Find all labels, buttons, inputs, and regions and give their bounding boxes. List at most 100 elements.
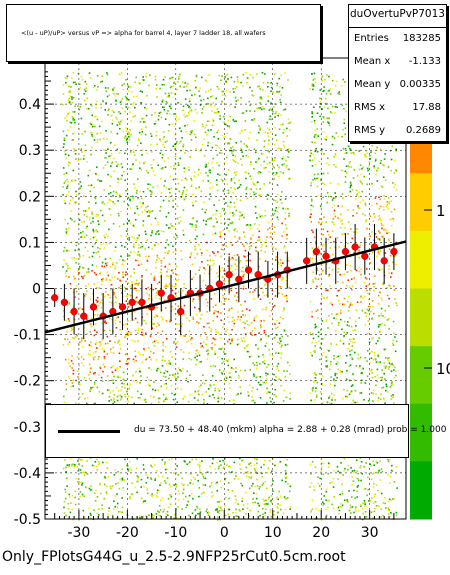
scatter-dot <box>212 320 214 322</box>
scatter-dot <box>221 276 224 278</box>
scatter-dot <box>217 506 220 508</box>
scatter-dot <box>246 345 248 347</box>
scatter-dot <box>289 373 291 376</box>
scatter-dot <box>222 351 225 353</box>
scatter-dot <box>211 186 214 188</box>
scatter-dot <box>214 343 216 346</box>
scatter-dot <box>142 501 144 504</box>
scatter-dot <box>243 143 245 145</box>
scatter-dot <box>73 201 76 203</box>
scatter-dot <box>101 504 103 507</box>
scatter-dot <box>148 514 150 516</box>
scatter-dot <box>346 332 349 334</box>
scatter-dot <box>240 97 242 99</box>
scatter-dot <box>364 312 367 314</box>
scatter-dot <box>215 209 218 212</box>
scatter-dot <box>106 493 108 495</box>
scatter-dot <box>231 490 234 492</box>
scatter-dot <box>357 472 359 475</box>
scatter-dot <box>219 480 222 482</box>
scatter-dot <box>380 393 382 395</box>
scatter-dot <box>228 142 231 145</box>
scatter-dot <box>351 357 353 359</box>
scatter-dot <box>170 187 172 190</box>
scatter-dot <box>278 322 281 324</box>
scatter-dot <box>271 470 273 473</box>
scatter-dot <box>107 173 109 176</box>
scatter-dot <box>84 340 86 342</box>
scatter-dot <box>349 190 352 193</box>
scatter-dot <box>259 397 262 399</box>
scatter-dot <box>228 309 230 312</box>
scatter-dot <box>387 460 390 463</box>
scatter-dot <box>271 209 274 211</box>
scatter-dot <box>86 333 88 335</box>
scatter-dot <box>366 332 369 335</box>
scatter-dot <box>146 488 149 491</box>
scatter-dot <box>99 341 101 343</box>
scatter-dot <box>395 302 397 304</box>
scatter-dot <box>209 384 211 386</box>
scatter-dot <box>132 103 134 105</box>
scatter-dot <box>117 389 120 392</box>
scatter-dot <box>236 80 239 82</box>
scatter-dot <box>241 112 244 115</box>
scatter-dot <box>350 228 352 230</box>
scatter-dot <box>274 259 277 261</box>
scatter-dot <box>375 505 378 507</box>
scatter-dot <box>174 155 177 158</box>
scatter-dot <box>156 84 158 86</box>
scatter-dot <box>141 331 143 334</box>
scatter-dot <box>227 189 229 192</box>
scatter-dot <box>258 294 260 296</box>
scatter-dot <box>89 330 92 333</box>
scatter-dot <box>76 284 78 287</box>
scatter-dot <box>343 158 345 160</box>
scatter-dot <box>137 302 139 304</box>
scatter-dot <box>267 194 270 197</box>
scatter-dot <box>92 356 95 359</box>
scatter-dot <box>145 169 148 172</box>
scatter-dot <box>192 298 195 300</box>
scatter-dot <box>394 366 396 369</box>
scatter-dot <box>274 226 276 228</box>
scatter-dot <box>170 92 173 94</box>
scatter-dot <box>365 315 367 317</box>
scatter-dot <box>139 82 141 85</box>
scatter-dot <box>240 337 242 339</box>
scatter-dot <box>105 102 107 104</box>
scatter-dot <box>241 151 243 153</box>
scatter-dot <box>319 89 321 91</box>
scatter-dot <box>157 397 160 400</box>
scatter-dot <box>93 272 96 274</box>
scatter-dot <box>145 255 147 258</box>
scatter-dot <box>100 301 102 304</box>
scatter-dot <box>87 268 90 270</box>
scatter-dot <box>129 207 132 209</box>
scatter-dot <box>257 181 259 183</box>
scatter-dot <box>358 249 360 252</box>
scatter-dot <box>372 400 374 402</box>
scatter-dot <box>138 515 141 517</box>
scatter-dot <box>364 503 366 505</box>
scatter-dot <box>213 384 215 386</box>
scatter-dot <box>359 365 361 367</box>
scatter-dot <box>70 385 72 388</box>
scatter-dot <box>255 344 257 346</box>
scatter-dot <box>168 283 171 286</box>
scatter-dot <box>251 390 253 392</box>
scatter-dot <box>232 150 234 152</box>
scatter-dot <box>362 166 364 169</box>
scatter-dot <box>79 105 82 108</box>
scatter-dot <box>150 464 152 467</box>
scatter-dot <box>178 118 180 120</box>
scatter-dot <box>199 248 202 251</box>
scatter-dot <box>83 377 86 379</box>
scatter-dot <box>245 513 247 515</box>
scatter-dot <box>321 320 324 322</box>
scatter-dot <box>393 186 395 188</box>
scatter-dot <box>273 510 275 513</box>
scatter-dot <box>224 211 227 214</box>
scatter-dot <box>117 482 120 484</box>
scatter-dot <box>128 98 130 101</box>
